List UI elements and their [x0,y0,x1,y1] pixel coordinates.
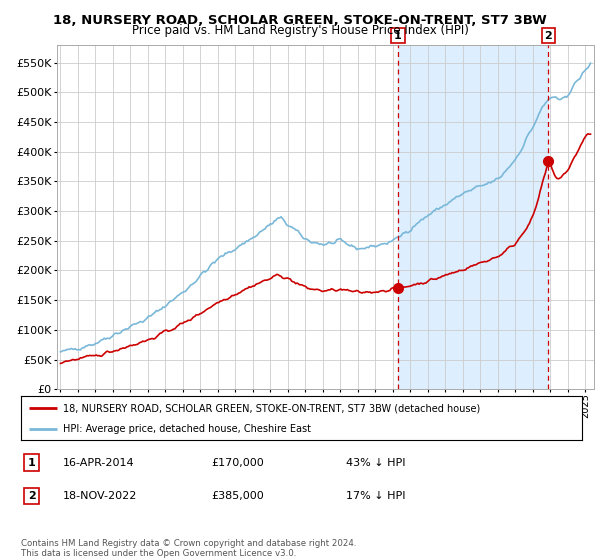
Text: HPI: Average price, detached house, Cheshire East: HPI: Average price, detached house, Ches… [63,424,311,433]
Text: £385,000: £385,000 [212,491,265,501]
Text: 16-APR-2014: 16-APR-2014 [63,458,134,468]
Text: 2: 2 [28,491,35,501]
Text: 2: 2 [544,31,552,41]
Text: £170,000: £170,000 [212,458,265,468]
Bar [398,45,548,389]
Text: Contains HM Land Registry data © Crown copyright and database right 2024.
This d: Contains HM Land Registry data © Crown c… [21,539,356,558]
Text: 17% ↓ HPI: 17% ↓ HPI [346,491,406,501]
Text: 18, NURSERY ROAD, SCHOLAR GREEN, STOKE-ON-TRENT, ST7 3BW: 18, NURSERY ROAD, SCHOLAR GREEN, STOKE-O… [53,14,547,27]
Text: 43% ↓ HPI: 43% ↓ HPI [346,458,406,468]
Text: 18, NURSERY ROAD, SCHOLAR GREEN, STOKE-ON-TRENT, ST7 3BW (detached house): 18, NURSERY ROAD, SCHOLAR GREEN, STOKE-O… [63,403,481,413]
Text: Price paid vs. HM Land Registry's House Price Index (HPI): Price paid vs. HM Land Registry's House … [131,24,469,37]
Text: 1: 1 [394,31,402,41]
Text: 1: 1 [28,458,35,468]
Text: 18-NOV-2022: 18-NOV-2022 [63,491,137,501]
